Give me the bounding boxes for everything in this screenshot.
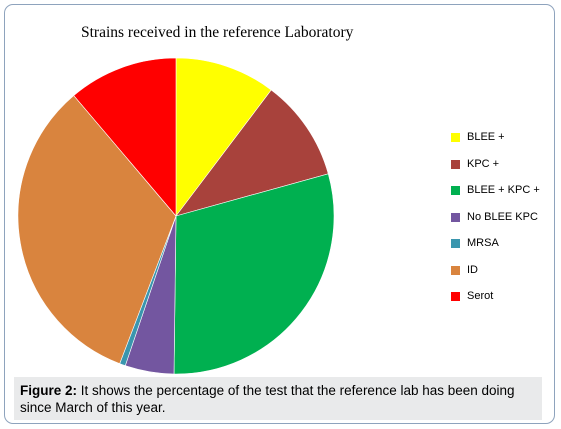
legend-swatch <box>451 133 460 142</box>
legend-label: Serot <box>467 290 494 302</box>
caption-text: It shows the percentage of the test that… <box>20 383 515 415</box>
pie-slice-id <box>17 95 177 365</box>
legend-label: ID <box>467 263 478 276</box>
legend-label: KPC + <box>467 157 500 170</box>
pie-slice-blee-kpc <box>173 173 335 375</box>
legend-swatch <box>451 239 460 248</box>
legend-swatch <box>451 186 460 195</box>
legend-swatch <box>451 212 460 222</box>
chart-title: Strains received in the reference Labora… <box>81 24 354 41</box>
legend-label: MRSA <box>467 237 499 249</box>
figure-caption: Figure 2: It shows the percentage of the… <box>14 377 542 420</box>
legend-label: BLEE + KPC + <box>467 184 540 196</box>
legend-swatch <box>451 159 460 169</box>
legend-label: BLEE + <box>467 131 505 143</box>
pie-slice-kpc <box>175 89 329 217</box>
pie-slice-serot <box>73 57 177 217</box>
pie-chart <box>17 57 335 375</box>
legend-label: No BLEE KPC <box>467 210 538 223</box>
pie-slice-blee <box>175 57 272 217</box>
legend-swatch <box>451 265 460 275</box>
legend-swatch <box>451 292 460 301</box>
caption-label: Figure 2: <box>20 383 78 398</box>
figure-frame: Strains received in the reference Labora… <box>4 4 555 424</box>
